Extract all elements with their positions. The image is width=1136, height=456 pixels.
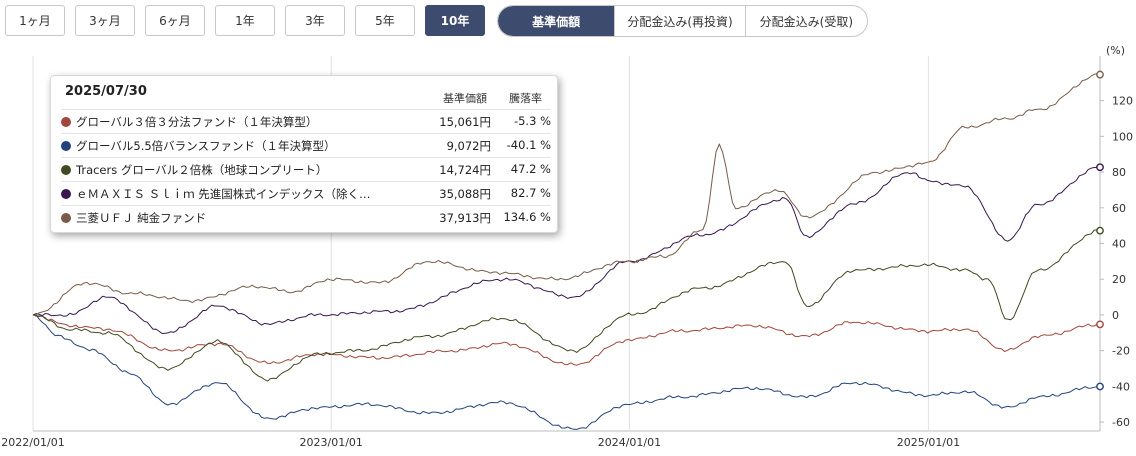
series-line [32, 166, 1101, 334]
series-marker-icon [61, 213, 71, 223]
y-tick-label: 40 [1112, 238, 1126, 251]
period-label: 10年 [440, 14, 470, 28]
x-tick-label: 2022/01/01 [1, 436, 64, 449]
series-name: グローバル３倍３分法ファンド（１年決算型） [76, 115, 318, 129]
tooltip-date: 2025/07/30 [65, 84, 147, 99]
x-tick-label: 2025/01/01 [897, 436, 960, 449]
series-marker-icon [61, 117, 71, 127]
series-end-marker [1096, 70, 1104, 79]
series-price: 9,072円 [446, 139, 491, 153]
series-end-marker [1096, 320, 1104, 329]
series-marker-icon [61, 165, 71, 175]
series-line [32, 229, 1101, 382]
y-tick-label: -60 [1112, 416, 1130, 429]
tooltip-row: 三菱ＵＦＪ 純金ファンド 37,913円 134.6 % [61, 205, 551, 229]
tooltip-row: グローバル３倍３分法ファンド（１年決算型） 15,061円 -5.3 % [61, 109, 551, 133]
period-button-1m[interactable]: 1ヶ月 [5, 5, 65, 36]
y-tick-label: 0 [1112, 309, 1119, 322]
period-button-3m[interactable]: 3ヶ月 [75, 5, 135, 36]
series-line [32, 314, 1101, 430]
tooltip-row: グローバル5.5倍バランスファンド（１年決算型） 9,072円 -40.1 % [61, 133, 551, 157]
series-price: 14,724円 [439, 163, 491, 177]
period-button-6m[interactable]: 6ヶ月 [145, 5, 205, 36]
y-tick-label: -40 [1112, 380, 1130, 393]
period-button-10y[interactable]: 10年 [425, 5, 485, 36]
series-price: 15,061円 [439, 115, 491, 129]
tooltip-col-price: 基準価額 [443, 92, 487, 105]
tooltip-row: ｅＭＡＸＩＳ Ｓｌｉｍ 先進国株式インデックス（除く… 35,088円 82.7… [61, 181, 551, 205]
period-label: 3ヶ月 [89, 14, 121, 28]
period-button-1y[interactable]: 1年 [215, 5, 275, 36]
y-tick-label: -20 [1112, 345, 1130, 358]
x-tick-label: 2024/01/01 [598, 436, 661, 449]
series-price: 37,913円 [439, 211, 491, 225]
y-tick-label: 60 [1112, 202, 1126, 215]
mode-label: 基準価額 [532, 14, 581, 29]
series-end-marker [1096, 163, 1104, 172]
series-return: 134.6 % [503, 210, 551, 224]
y-tick-label: 120 [1112, 95, 1133, 108]
tooltip-row: Tracers グローバル２倍株（地球コンプリート） 14,724円 47.2 … [61, 157, 551, 181]
mode-reinvest-button[interactable]: 分配金込み(再投資) [614, 6, 744, 36]
series-name: ｅＭＡＸＩＳ Ｓｌｉｍ 先進国株式インデックス（除く… [76, 187, 371, 201]
mode-label: 分配金込み(受取) [759, 14, 854, 29]
series-marker-icon [61, 141, 71, 151]
series-return: 47.2 % [510, 162, 551, 176]
period-label: 6ヶ月 [159, 14, 191, 28]
series-name: グローバル5.5倍バランスファンド（１年決算型） [76, 139, 336, 153]
y-tick-label: 100 [1112, 130, 1133, 143]
x-tick-label: 2023/01/01 [300, 436, 363, 449]
series-marker-icon [61, 189, 71, 199]
chart-tooltip: 2025/07/30 基準価額 騰落率 グローバル３倍３分法ファンド（１年決算型… [50, 75, 558, 233]
series-line [32, 73, 1101, 316]
series-name: 三菱ＵＦＪ 純金ファンド [76, 211, 207, 225]
period-label: 1ヶ月 [19, 14, 51, 28]
series-price: 35,088円 [439, 187, 491, 201]
series-end-marker [1096, 382, 1104, 391]
period-label: 5年 [375, 14, 395, 28]
mode-label: 分配金込み(再投資) [627, 14, 733, 29]
y-unit-label: (%) [1106, 44, 1125, 57]
mode-receive-button[interactable]: 分配金込み(受取) [744, 6, 867, 36]
tooltip-col-pct: 騰落率 [509, 92, 542, 105]
y-tick-label: 20 [1112, 273, 1126, 286]
series-return: 82.7 % [510, 186, 551, 200]
period-label: 1年 [235, 14, 255, 28]
series-return: -5.3 % [513, 114, 551, 128]
y-tick-label: 80 [1112, 166, 1126, 179]
period-button-3y[interactable]: 3年 [285, 5, 345, 36]
series-name: Tracers グローバル２倍株（地球コンプリート） [76, 163, 328, 177]
period-button-5y[interactable]: 5年 [355, 5, 415, 36]
period-label: 3年 [305, 14, 325, 28]
mode-nav-button[interactable]: 基準価額 [498, 6, 615, 36]
series-return: -40.1 % [506, 138, 551, 152]
series-line [32, 314, 1100, 366]
price-mode-toggle: 基準価額 分配金込み(再投資) 分配金込み(受取) [497, 5, 868, 37]
series-end-marker [1096, 226, 1104, 235]
